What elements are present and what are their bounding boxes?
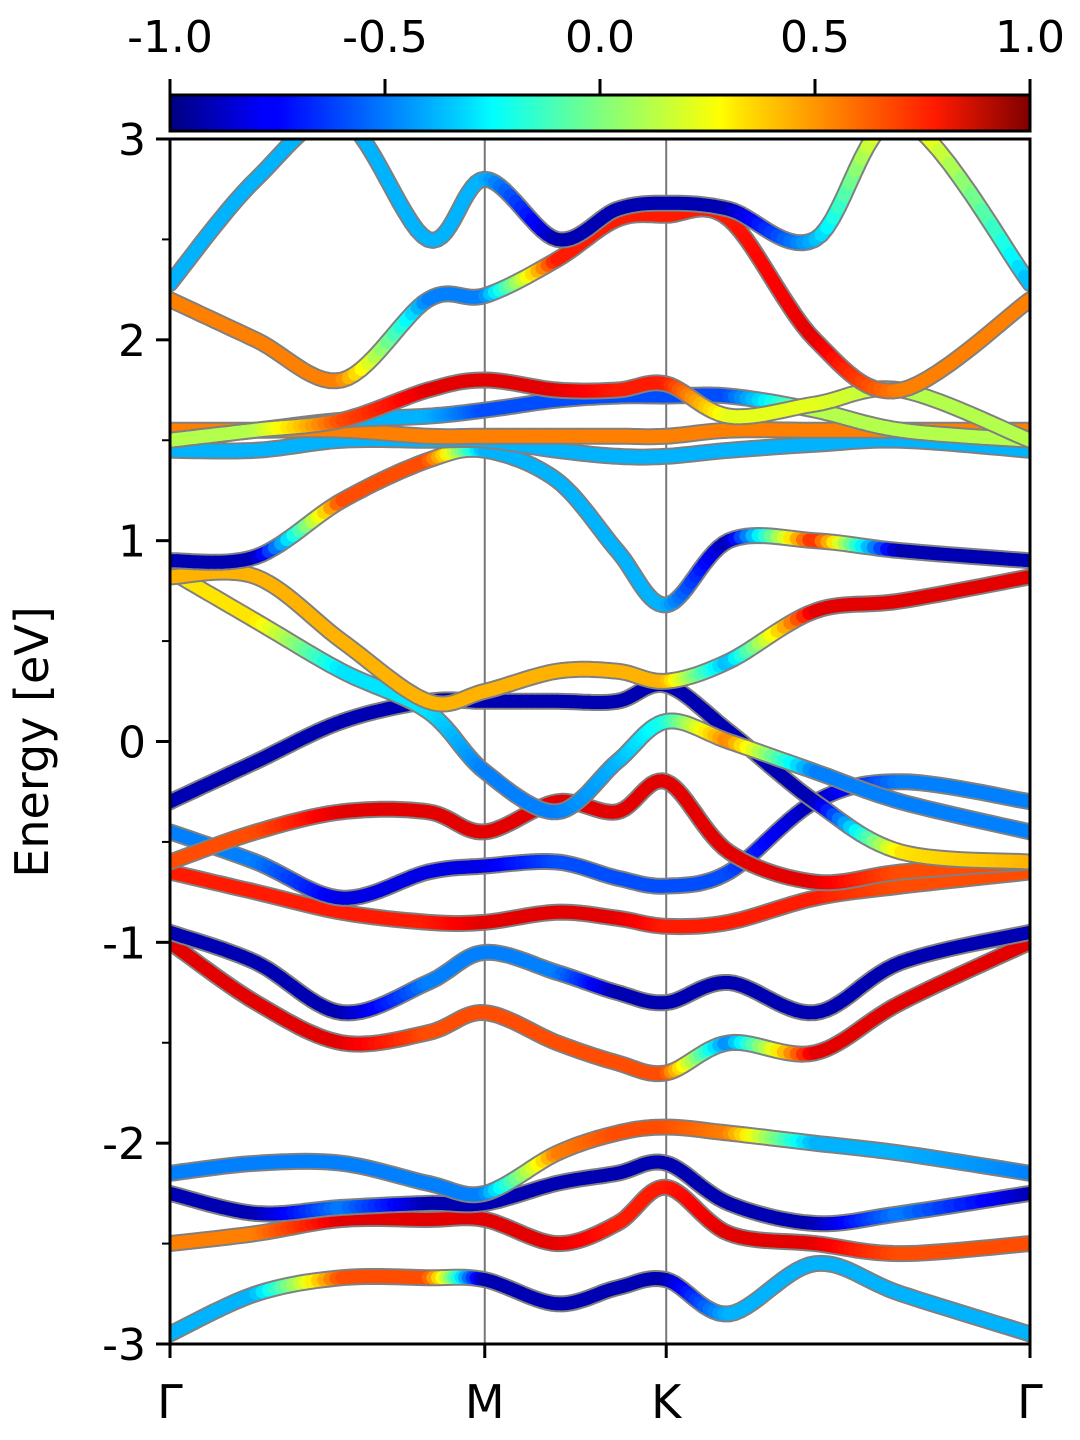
colorbar-tick-label: 1.0	[995, 12, 1065, 63]
band-line	[170, 563, 1030, 713]
x-tick-label: Γ	[1017, 1375, 1043, 1429]
band-line	[170, 1118, 1030, 1204]
x-tick-label: Γ	[157, 1375, 183, 1429]
colorbar-gradient	[168, 93, 1032, 133]
band-line	[170, 139, 1030, 293]
x-tick-label: M	[465, 1375, 505, 1429]
band-line	[170, 371, 1030, 449]
y-axis-ticks: -3 -2 -1 0 1 2 3	[102, 115, 170, 1371]
band-line	[170, 200, 1030, 400]
y-tick-label: -1	[102, 918, 146, 969]
band-line	[170, 933, 1030, 1083]
y-tick-label: 0	[118, 718, 146, 769]
band-line	[170, 562, 1030, 841]
colorbar-tick-label: 0.0	[565, 12, 635, 63]
colorbar: -1.0 -0.5 0.0 0.5 1.0	[127, 12, 1065, 133]
y-tick-label: -3	[102, 1320, 146, 1371]
colorbar-ticks: -1.0 -0.5 0.0 0.5 1.0	[127, 12, 1065, 95]
band-line	[170, 1153, 1030, 1233]
band-line	[170, 923, 1030, 1022]
plot-area: -3 -2 -1 0 1 2 3 Γ M K Γ	[102, 115, 1043, 1429]
y-tick-label: 2	[118, 316, 146, 367]
band-line	[170, 1178, 1030, 1263]
colorbar-tick-label: -0.5	[342, 12, 428, 63]
y-tick-label: 3	[118, 115, 146, 166]
colorbar-tick-label: -1.0	[127, 12, 213, 63]
band-line	[170, 440, 1030, 614]
x-tick-label: K	[651, 1375, 683, 1429]
kpath-vertical-lines	[483, 139, 668, 1344]
band-line	[170, 863, 1030, 936]
y-axis-label: Energy [eV]	[5, 606, 59, 877]
band-line	[170, 1254, 1030, 1343]
y-tick-label: -2	[102, 1119, 146, 1170]
y-tick-label: 1	[118, 517, 146, 568]
band-lines	[170, 139, 1030, 1343]
colorbar-tick-label: 0.5	[780, 12, 850, 63]
